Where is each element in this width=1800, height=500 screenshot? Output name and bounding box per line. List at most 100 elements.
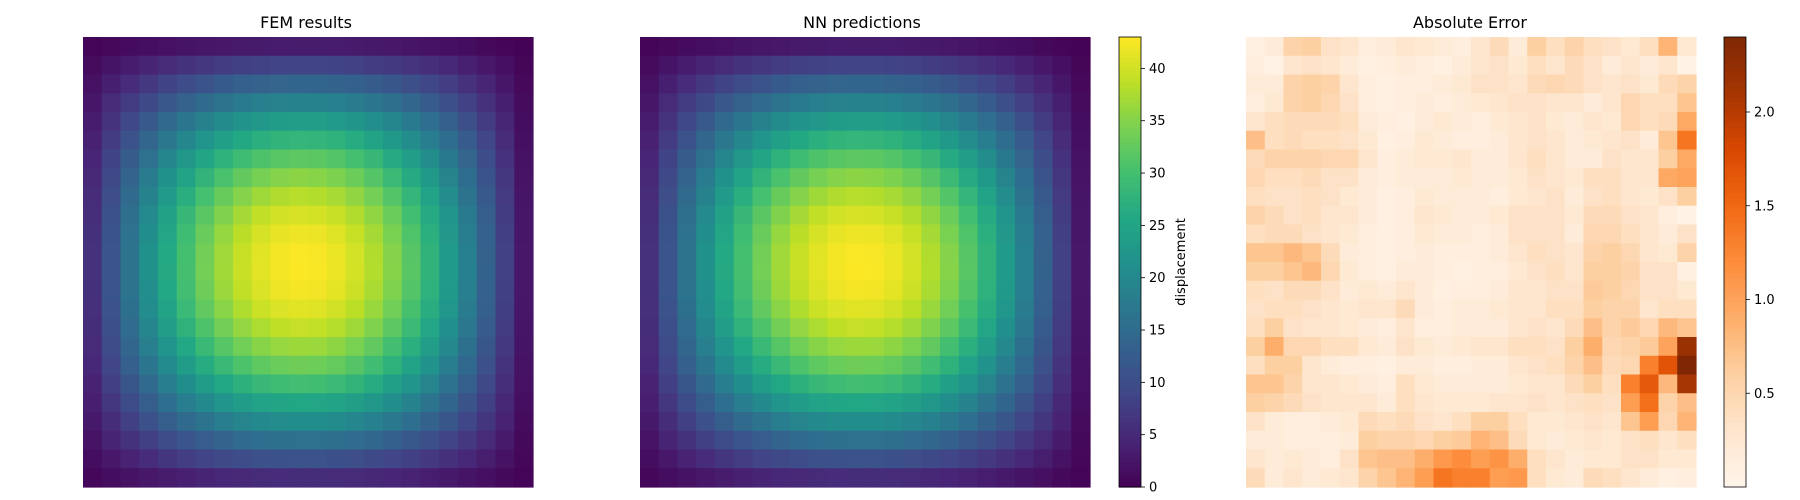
heatmap-cell	[827, 37, 847, 57]
heatmap-cell	[1377, 374, 1397, 394]
heatmap-cell	[677, 468, 697, 488]
heatmap-cell	[1246, 37, 1266, 57]
heatmap-cell	[752, 55, 772, 76]
heatmap-cell	[715, 337, 735, 357]
heatmap-cell	[139, 74, 159, 94]
heatmap-cell	[176, 243, 197, 263]
heatmap-cell	[1264, 112, 1285, 132]
heatmap-cell	[289, 337, 309, 357]
heatmap-cell	[1602, 149, 1622, 169]
heatmap-cell	[1052, 412, 1072, 432]
heatmap-cell	[83, 355, 103, 376]
heatmap-cell	[902, 74, 922, 94]
heatmap-cell	[996, 299, 1016, 319]
heatmap-cell	[696, 374, 716, 394]
heatmap-cell	[1071, 112, 1091, 132]
heatmap-cell	[790, 74, 810, 94]
heatmap-cell	[1508, 112, 1528, 132]
heatmap-cell	[1302, 280, 1322, 301]
heatmap-cell	[996, 337, 1016, 357]
heatmap-cell	[1246, 130, 1266, 151]
fem-results-panel: FEM results	[83, 13, 534, 488]
heatmap-cell	[1264, 130, 1285, 151]
heatmap-cell	[383, 374, 403, 394]
heatmap-cell	[364, 224, 384, 244]
heatmap-cell	[233, 412, 253, 432]
heatmap-cell	[1246, 393, 1266, 413]
heatmap-cell	[289, 318, 309, 338]
heatmap-cell	[345, 74, 365, 94]
heatmap-cell	[270, 318, 290, 338]
heatmap-cell	[1071, 74, 1091, 94]
heatmap-cell	[1639, 468, 1660, 488]
heatmap-cell	[1677, 112, 1697, 132]
heatmap-cell	[233, 468, 253, 488]
colorbar-segment	[1724, 117, 1746, 123]
heatmap-cell	[383, 224, 403, 244]
heatmap-cell	[827, 130, 847, 151]
heatmap-cell	[1302, 393, 1322, 413]
heatmap-cell	[514, 355, 534, 376]
heatmap-cell	[1283, 168, 1303, 188]
heatmap-cell	[139, 37, 159, 57]
heatmap-cell	[270, 205, 290, 226]
heatmap-cell	[771, 262, 791, 282]
heatmap-cell	[1433, 168, 1453, 188]
heatmap-cell	[790, 112, 810, 132]
heatmap-cell	[808, 74, 829, 94]
colorbar-segment	[1119, 177, 1141, 183]
heatmap-cell	[326, 205, 347, 226]
heatmap-cell	[308, 393, 328, 413]
heatmap-cell	[345, 449, 365, 469]
heatmap-cell	[733, 468, 754, 488]
heatmap-cell	[1414, 262, 1435, 282]
heatmap-cell	[83, 187, 103, 207]
heatmap-cell	[83, 205, 103, 226]
heatmap-cell	[1414, 205, 1435, 226]
heatmap-cell	[439, 374, 459, 394]
heatmap-cell	[996, 243, 1016, 263]
heatmap-cell	[364, 468, 384, 488]
heatmap-cell	[176, 262, 197, 282]
heatmap-cell	[1015, 112, 1035, 132]
heatmap-cell	[1246, 243, 1266, 263]
heatmap-cell	[808, 412, 829, 432]
heatmap-cell	[495, 299, 515, 319]
heatmap-cell	[270, 374, 290, 394]
heatmap-cell	[139, 112, 159, 132]
heatmap-cell	[902, 149, 922, 169]
colorbar-segment	[1724, 267, 1746, 273]
heatmap-cell	[1264, 168, 1285, 188]
heatmap-cell	[1033, 55, 1054, 76]
heatmap-cell	[921, 93, 941, 113]
heatmap-cell	[677, 430, 697, 451]
heatmap-cell	[1302, 412, 1322, 432]
heatmap-cell	[251, 37, 272, 57]
heatmap-cell	[401, 205, 422, 226]
heatmap-cell	[1564, 74, 1585, 94]
heatmap-cell	[1321, 149, 1341, 169]
colorbar-segment	[1119, 412, 1141, 418]
heatmap-cell	[289, 393, 309, 413]
heatmap-cell	[1302, 224, 1322, 244]
heatmap-cell	[1621, 449, 1641, 469]
heatmap-cell	[401, 187, 422, 207]
heatmap-cell	[439, 74, 459, 94]
colorbar-segment	[1724, 42, 1746, 48]
heatmap-cell	[1033, 37, 1054, 57]
heatmap-cell	[640, 430, 660, 451]
heatmap-cell	[1583, 205, 1603, 226]
heatmap-cell	[640, 149, 660, 169]
heatmap-cell	[420, 262, 440, 282]
colorbar-segment	[1724, 257, 1746, 263]
colorbar-segment	[1119, 247, 1141, 253]
heatmap-cell	[977, 412, 997, 432]
heatmap-cell	[1396, 243, 1416, 263]
heatmap-cell	[101, 187, 122, 207]
heatmap-cell	[1471, 280, 1491, 301]
heatmap-cell	[1246, 318, 1266, 338]
heatmap-cell	[1677, 93, 1697, 113]
heatmap-cell	[1433, 374, 1453, 394]
heatmap-cell	[640, 374, 660, 394]
heatmap-cell	[195, 412, 215, 432]
